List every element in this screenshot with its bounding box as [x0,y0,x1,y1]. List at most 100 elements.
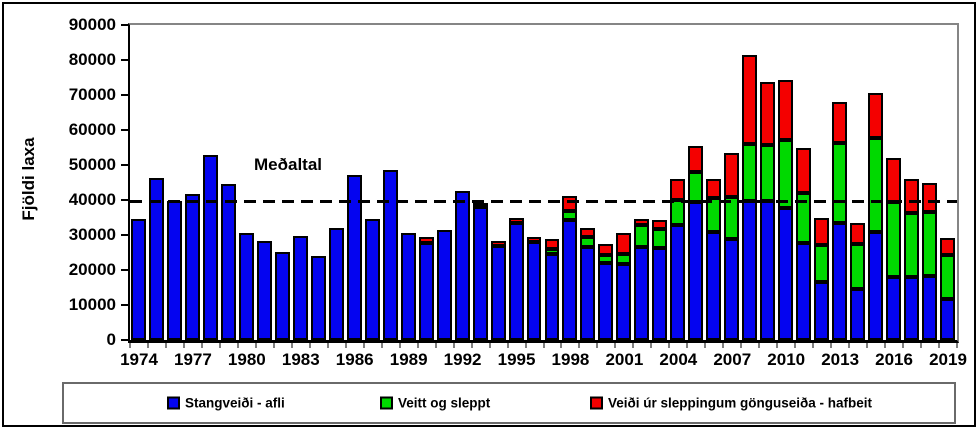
x-tick-8 [272,343,275,348]
bar-2018-series2 [922,183,937,212]
x-tick-19 [470,343,473,348]
y-tick-label-20000: 20000 [68,260,116,279]
bar-1997-series0 [544,254,560,340]
x-tick-16 [416,343,419,348]
legend-swatch-red [590,396,603,410]
bar-2011-series2 [796,148,812,193]
x-tick-label-2013: 2013 [821,350,860,369]
bar-1983-series0 [292,235,308,340]
x-tick-44 [920,343,923,348]
bar-1996-series0 [526,241,542,340]
bar-2003-series2 [652,219,668,230]
x-tick-1 [146,343,149,348]
x-tick-43 [902,343,905,348]
y-tick-80000 [121,59,128,61]
bar-2007-series0 [724,238,740,340]
x-tick-24 [560,343,563,348]
bar-2009-series1 [760,145,776,202]
bar-1993-series0 [472,206,488,340]
legend-item-stangveidi: Stangveiði - afli [167,396,285,411]
bar-1998-series1 [562,211,578,220]
bar-2007-series1 [724,196,740,239]
bar-2013-series2 [832,102,848,143]
bar-2015-series0 [868,232,884,340]
bar-2000-series2 [598,244,614,255]
bar-1994-series2 [490,240,506,246]
bar-1998-series2 [562,196,578,212]
bar-1982-series0 [274,251,290,340]
bar-2006-series2 [706,179,722,198]
y-tick-label-30000: 30000 [68,225,116,244]
bar-2017-series0 [904,277,920,340]
bar-1997-series2 [544,238,560,249]
x-tick-label-2010: 2010 [767,350,806,369]
legend-item-veitt-og-sleppt: Veitt og sleppt [380,396,490,411]
x-tick-22 [524,343,527,348]
bar-2004-series2 [670,178,686,200]
bar-2004-series0 [670,224,686,340]
x-tick-20 [488,343,491,348]
x-tick-41 [866,343,869,348]
bar-2012-series1 [814,245,830,282]
bar-2009-series2 [760,81,776,146]
bar-2014-series1 [850,243,866,290]
y-tick-label-10000: 10000 [68,295,116,314]
x-tick-30 [668,343,671,348]
bar-2014-series2 [850,222,866,244]
bar-1999-series1 [580,237,596,247]
bar-2000-series1 [598,254,614,263]
bar-2010-series0 [778,208,794,340]
x-tick-36 [776,343,779,348]
bar-2007-series2 [724,152,740,197]
bar-1984-series0 [310,256,326,340]
x-tick-13 [362,343,365,348]
x-tick-31 [686,343,689,348]
x-tick-4 [200,343,203,348]
x-tick-label-1998: 1998 [551,350,590,369]
bar-1990-series2 [418,237,434,243]
bar-2012-series0 [814,281,830,340]
x-tick-label-2016: 2016 [875,350,913,369]
bar-2010-series1 [778,139,794,209]
x-tick-34 [740,343,743,348]
bar-2013-series0 [832,222,848,340]
bar-2018-series1 [922,211,937,276]
bar-1995-series2 [508,218,524,224]
x-tick-label-2019: 2019 [929,350,967,369]
x-tick-7 [254,343,257,348]
x-tick-45 [938,343,941,348]
bar-1993-series2 [472,202,488,207]
x-tick-15 [398,343,401,348]
bar-2016-series1 [886,201,902,277]
legend-item-hafbeit: Veiði úr sleppingum gönguseiða - hafbeit [590,396,872,411]
bar-1990-series0 [418,242,434,340]
x-tick-label-1989: 1989 [389,350,428,369]
bar-2002-series1 [634,224,650,247]
x-tick-label-1995: 1995 [497,350,536,369]
bar-1989-series0 [400,233,416,340]
bar-2002-series0 [634,246,650,340]
bar-1986-series0 [346,175,362,340]
bar-1995-series0 [508,223,524,340]
bar-2002-series2 [634,219,650,225]
bar-1976-series0 [166,200,182,340]
x-tick-37 [794,343,797,348]
y-tick-90000 [121,24,128,26]
bar-2003-series0 [652,248,668,340]
bar-2009-series0 [760,201,776,340]
legend-label-hafbeit: Veiði úr sleppingum gönguseiða - hafbeit [608,395,873,411]
x-tick-33 [722,343,725,348]
x-tick-3 [182,343,185,348]
y-tick-label-70000: 70000 [68,85,116,104]
bar-2017-series1 [904,213,920,278]
x-tick-23 [542,343,545,348]
bars-layer [130,25,957,340]
bar-2012-series2 [814,218,830,246]
x-tick-40 [848,343,851,348]
bar-2008-series2 [742,54,758,144]
plot-area: Meðaltal 0 10000 20000 30000 40000 50000 60000… [69,16,967,370]
x-tick-label-1986: 1986 [335,350,374,369]
x-tick-label-1980: 1980 [227,350,266,369]
